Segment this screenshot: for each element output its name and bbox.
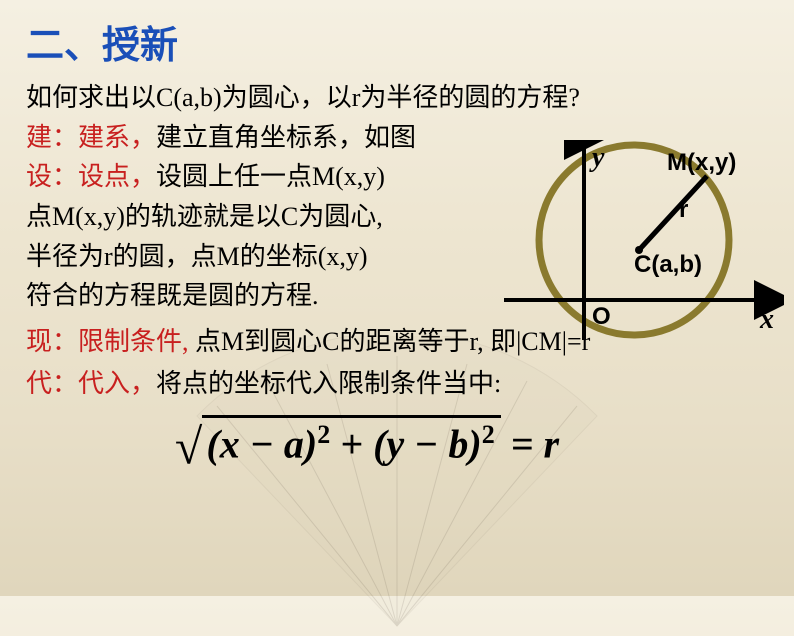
eq-yb: (y − b) xyxy=(373,421,482,466)
step-1-text: 建立直角坐标系，如图 xyxy=(156,123,416,152)
section-title: 二、授新 xyxy=(26,14,768,69)
eq-xa: (x − a) xyxy=(206,421,317,466)
para-line-2: 半径为r的圆，点M的坐标(x,y) xyxy=(26,238,456,276)
x-label: x xyxy=(759,304,774,335)
circle-diagram: y x O M(x,y) C(a,b) r xyxy=(454,140,784,370)
c-label: C(a,b) xyxy=(634,251,702,278)
step-4: 代：代入，将点的坐标代入限制条件当中: xyxy=(26,365,768,403)
step-2-keyword: 设：设点， xyxy=(26,162,156,191)
step-2-text: 设圆上任一点M(x,y) xyxy=(156,162,385,191)
step-1-keyword: 建：建系， xyxy=(26,123,156,152)
radical-icon: √ xyxy=(175,418,202,474)
eq-rhs: = r xyxy=(501,421,559,466)
eq-sq1: 2 xyxy=(317,420,330,449)
eq-sq2: 2 xyxy=(482,420,495,449)
eq-plus: + xyxy=(330,421,373,466)
radius-line xyxy=(639,176,707,250)
equation: √(x − a)2 + (y − b)2 = r xyxy=(0,415,738,475)
origin-label: O xyxy=(592,303,611,330)
question-line: 如何求出以C(a,b)为圆心，以r为半径的圆的方程? xyxy=(26,79,768,117)
step-4-text: 将点的坐标代入限制条件当中: xyxy=(156,369,501,398)
step-3-keyword: 现：限制条件, xyxy=(26,327,189,356)
y-label: y xyxy=(589,142,605,173)
para-line-3: 符合的方程既是圆的方程. xyxy=(26,277,456,315)
r-label: r xyxy=(679,196,688,223)
step-4-keyword: 代：代入， xyxy=(26,369,156,398)
para-line-1: 点M(x,y)的轨迹就是以C为圆心, xyxy=(26,198,456,236)
m-label: M(x,y) xyxy=(667,149,736,176)
